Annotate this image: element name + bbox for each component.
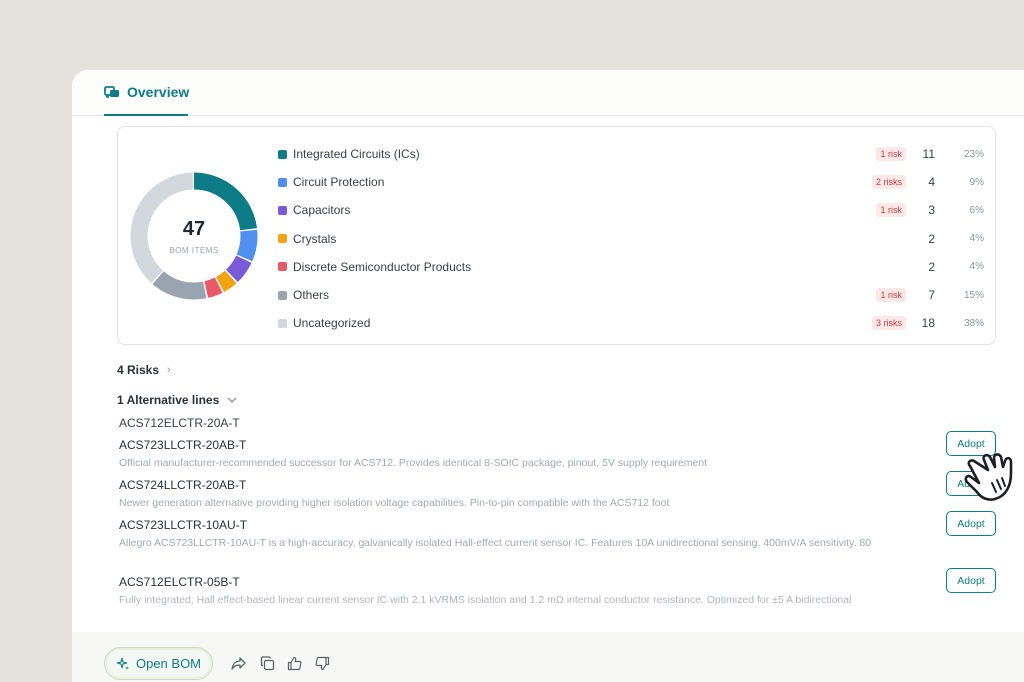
alternative-item: ACS712ELCTR-05B-T Fully integrated, Hall … [119, 568, 996, 608]
thumbs-up-icon[interactable] [285, 654, 303, 672]
message-actions-bar: Open BOM [72, 632, 1024, 682]
category-percent: 15% [963, 289, 984, 301]
category-count: 3 [928, 203, 935, 218]
category-name: Crystals [293, 231, 337, 246]
donut-slice-1 [130, 172, 258, 300]
alternative-description: Newer generation alternative providing h… [119, 497, 670, 509]
category-row[interactable]: Crystals 2 4% [278, 225, 984, 253]
category-name: Discrete Semiconductor Products [293, 259, 472, 274]
category-legend: Integrated Circuits (ICs) 1 risk 11 23% Circ… [278, 140, 984, 337]
category-count: 4 [928, 175, 935, 190]
adopt-button[interactable]: Adopt [946, 511, 996, 536]
category-name: Circuit Protection [293, 175, 385, 190]
risk-badge: 3 risks [871, 316, 906, 331]
category-swatch [278, 290, 287, 300]
alternative-item: ACS723LLCTR-10AU-T Allegro ACS723LLCTR-10… [119, 511, 996, 551]
category-row[interactable]: Capacitors 1 risk 3 6% [278, 196, 984, 224]
bom-donut-chart: 47 BOM ITEMS [130, 172, 258, 300]
copy-icon[interactable] [258, 654, 276, 672]
category-row[interactable]: Others 1 risk 7 15% [278, 281, 984, 309]
category-swatch [278, 177, 287, 187]
tab-overview[interactable]: Overview [104, 70, 190, 116]
category-name: Capacitors [293, 203, 351, 218]
overview-panel: Overview 47 BOM ITEMS Integrated Circuit… [72, 70, 1024, 682]
alternatives-label: 1 Alternative lines [117, 393, 220, 407]
category-count: 2 [928, 231, 935, 246]
category-count: 11 [922, 147, 935, 162]
chevron-right-icon: › [167, 364, 171, 376]
category-count: 18 [921, 316, 935, 331]
category-name: Uncategorized [293, 316, 371, 331]
category-swatch [278, 318, 287, 328]
category-percent: 4% [969, 261, 984, 273]
hand-cursor-icon [964, 453, 1013, 501]
category-swatch [278, 262, 287, 272]
category-swatch [278, 205, 287, 215]
category-row[interactable]: Discrete Semiconductor Products 2 4% [278, 253, 984, 281]
category-name: Integrated Circuits (ICs) [293, 147, 420, 162]
alternative-item: ACS723LLCTR-20AB-T Official manufacturer-… [119, 431, 996, 471]
category-percent: 23% [963, 148, 984, 160]
chevron-down-icon [227, 397, 237, 403]
open-bom-button[interactable]: Open BOM [104, 647, 213, 680]
risks-toggle[interactable]: 4 Risks › [117, 363, 171, 377]
risk-badge: 1 risk [876, 288, 906, 303]
alternative-item: ACS724LLCTR-20AB-T Newer generation alter… [119, 471, 996, 511]
tab-overview-label: Overview [127, 84, 190, 100]
category-row[interactable]: Uncategorized 3 risks 18 38% [278, 309, 984, 337]
alternative-part-number: ACS724LLCTR-20AB-T [119, 478, 247, 492]
risk-badge: 1 risk [876, 147, 906, 162]
thumbs-down-icon[interactable] [313, 654, 331, 672]
category-percent: 9% [969, 176, 984, 188]
risk-badge: 1 risk [876, 203, 906, 218]
category-swatch [278, 149, 287, 159]
category-row[interactable]: Integrated Circuits (ICs) 1 risk 11 23% [278, 140, 984, 168]
category-percent: 38% [963, 317, 984, 329]
bom-summary-card: 47 BOM ITEMS Integrated Circuits (ICs) 1 … [117, 126, 996, 345]
category-row[interactable]: Circuit Protection 2 risks 4 9% [278, 168, 984, 196]
bom-total-count: 47 [182, 217, 206, 240]
alternative-description: Official manufacturer-recommended succes… [119, 457, 708, 469]
alternative-part-number: ACS723LLCTR-10AU-T [119, 518, 248, 532]
alternative-description: Fully integrated, Hall effect-based line… [119, 594, 852, 606]
category-percent: 4% [969, 233, 984, 245]
category-count: 2 [928, 259, 935, 274]
alternatives-toggle[interactable]: 1 Alternative lines [117, 393, 237, 407]
open-bom-label: Open BOM [135, 656, 202, 671]
original-part-number: ACS712ELCTR-20A-T [119, 416, 240, 430]
tab-bar: Overview [72, 70, 1024, 116]
alternative-description: Allegro ACS723LLCTR-10AU-T is a high-acc… [119, 537, 872, 549]
alternative-part-number: ACS723LLCTR-20AB-T [119, 438, 247, 452]
adopt-button[interactable]: Adopt [946, 568, 996, 593]
category-count: 7 [928, 288, 935, 303]
alternative-part-number: ACS712ELCTR-05B-T [119, 575, 240, 589]
donut-slice-5 [130, 172, 258, 300]
adopt-button[interactable]: Adopt [946, 431, 996, 456]
category-percent: 6% [969, 204, 984, 216]
category-swatch [278, 234, 287, 244]
overview-icon [104, 86, 119, 98]
risk-badge: 2 risks [871, 175, 906, 190]
bom-total-label: BOM ITEMS [169, 245, 219, 255]
donut-slice-0 [130, 172, 258, 300]
donut-slice-6 [130, 172, 258, 300]
risks-label: 4 Risks [117, 363, 160, 377]
category-name: Others [293, 288, 330, 303]
share-icon[interactable] [230, 654, 248, 672]
sparkle-icon [116, 657, 129, 670]
